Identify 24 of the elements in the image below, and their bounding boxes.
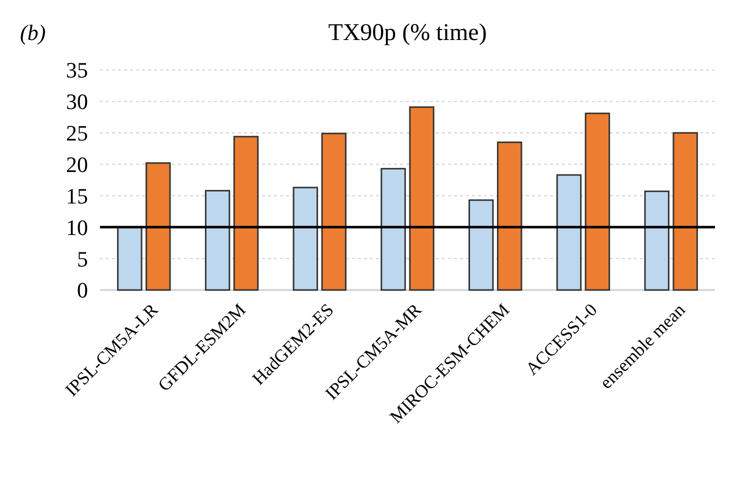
bar xyxy=(321,132,346,291)
bar xyxy=(117,226,142,291)
bar xyxy=(204,190,230,291)
bar xyxy=(233,136,259,291)
y-tick-label: 10 xyxy=(66,214,88,240)
bar xyxy=(292,186,318,291)
y-tick-label: 35 xyxy=(66,58,88,83)
y-tick-label: 0 xyxy=(77,278,88,303)
bar xyxy=(409,106,434,291)
y-tick-label: 30 xyxy=(66,89,88,114)
bar xyxy=(380,168,406,291)
bar xyxy=(468,199,494,291)
bar xyxy=(496,142,522,291)
bar xyxy=(146,162,171,291)
chart-title: TX90p (% time) xyxy=(328,20,487,46)
bar xyxy=(672,132,698,291)
bar xyxy=(584,112,610,291)
text: (b) xyxy=(20,20,46,45)
y-tick-label: 15 xyxy=(66,183,88,208)
y-tick-label: 25 xyxy=(66,120,88,146)
y-tick-label: 20 xyxy=(66,152,88,177)
bar xyxy=(644,190,670,291)
y-tick-label: 5 xyxy=(77,246,88,272)
bar xyxy=(556,174,582,291)
